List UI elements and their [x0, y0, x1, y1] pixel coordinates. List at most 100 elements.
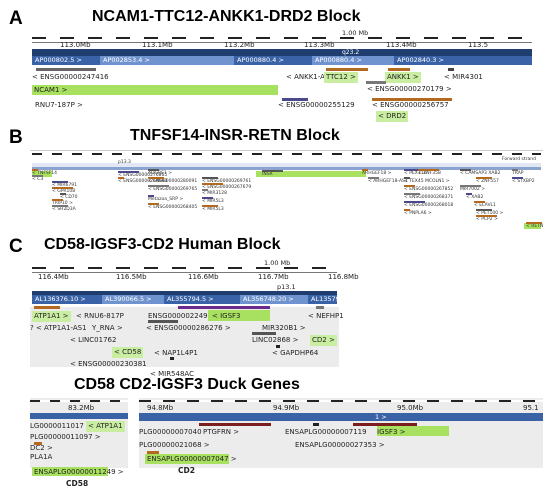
panel-a-scale-label: 1.00 Mb — [342, 29, 369, 37]
panel-c-bar-atp1a1 — [34, 306, 60, 309]
panel-b-gene-label-31: MIR7002 > — [460, 187, 485, 192]
panel-c-gene-cd58: < CD58 — [112, 347, 144, 358]
panel-b-gene-bar-34 — [476, 209, 492, 211]
panel-a-contig-3: AP000880.4 > — [312, 56, 394, 65]
panel-d-right-label-5: ENSAPLG00000027353 > — [295, 441, 385, 449]
panel-c-gene-igsf3: < IGSF3 — [212, 312, 241, 320]
panel-c-scale-bar — [32, 267, 337, 269]
panel-d-right-tick-1: 94.9Mb — [273, 404, 300, 412]
panel-b-gene-bar-11 — [148, 185, 169, 187]
panel-c-gene-nap1l4p1: < NAP1L4P1 — [154, 349, 198, 357]
panel-b-highlight-insr — [256, 171, 366, 177]
panel-b-gene-label-20: ARHGEF18 > — [362, 171, 392, 176]
panel-a-bar-ens256757 — [372, 98, 452, 101]
panel-b-gene-label-5: TRIP10 > — [52, 201, 73, 206]
panel-b-gene-bar-0 — [32, 169, 38, 171]
panel-b-gene-label-36: TRAP — [512, 171, 524, 176]
panel-a-gene-drd2: < DRD2 — [376, 111, 409, 122]
panel-b-gene-label-28: < PNPLA6 > — [404, 211, 432, 216]
panel-b-letter: B — [9, 127, 23, 148]
panel-d-left-label-0: LG0000011017 — [30, 422, 84, 430]
panel-b-gene-bar-19 — [262, 170, 283, 172]
panel-a-contig-4: AP002840.3 > — [394, 56, 532, 65]
panel-d-left-scale-bar — [30, 400, 128, 402]
panel-b-gene-label-16: < MIR3128 — [202, 191, 227, 196]
panel-b-gene-bar-28 — [404, 209, 410, 211]
panel-b-gene-label-14: < ENSG00000269761 — [202, 179, 252, 184]
panel-d-right-tick-3: 95.1 — [523, 404, 539, 412]
panel-c-gene-atp1a1-as1: ? < ATP1A1-AS1 — [30, 324, 87, 332]
panel-b-gene-label-21: < ARHGEF18-AS1 — [368, 179, 408, 184]
panel-d-right-label-1: PTGFRN > — [203, 428, 240, 436]
panel-c-contig-4: AL135798 — [308, 295, 337, 304]
panel-b-gene-bar-22 — [404, 169, 420, 171]
panel-b-gene-label-25: < ENSG00000267852 — [404, 187, 454, 192]
panel-b-gene-bar-36 — [512, 169, 518, 171]
panel-b-gene-label-18: < MIR5L3 — [202, 207, 224, 212]
panel-c-browser: 1.00 Mb 116.4Mb 116.5Mb 116.6Mb 116.7Mb … — [30, 257, 359, 368]
panel-c-band-label: p13.1 — [277, 283, 296, 291]
panel-c-gene-cd2: CD2 > — [310, 335, 337, 346]
panel-a-tick-5: 113.5 — [468, 41, 489, 49]
panel-b-gene-bar-35 — [476, 215, 497, 217]
panel-a-bar-mir4301 — [448, 68, 454, 71]
panel-a-browser: 1.00 Mb 113.0Mb 113.1Mb 113.2Mb 113.3Mb … — [30, 29, 535, 129]
panel-b-gene-bar-26 — [404, 193, 420, 195]
panel-b-gene-label-26: < ENSG00000268371 — [404, 195, 454, 200]
panel-b-gene-bar-25 — [404, 185, 415, 187]
panel-b-gene-bar-1 — [32, 175, 43, 177]
panel-b-gene-label-34: < PET100 > — [476, 211, 504, 216]
panel-b-gene-label-23: < ZNF358 — [418, 171, 441, 176]
panel-c-title: CD58-IGSF3-CD2 Human Block — [44, 236, 281, 253]
panel-a-tick-1: 113.1Mb — [142, 41, 173, 49]
panel-b-gene-label-32: < XAB2 — [466, 195, 484, 200]
panel-a-contig-1: AP002853.4 > — [100, 56, 234, 65]
panel-c-gene-ens230381: < ENSG00000230381 — [70, 360, 147, 368]
panel-c-gene-yrna: Y_RNA > — [92, 324, 123, 332]
panel-b-gene-label-19: INSR — [262, 172, 273, 177]
panel-b-gene-label-22: < PEX11G — [404, 171, 428, 176]
panel-c-tick-0: 116.4Mb — [38, 273, 69, 281]
panel-b-gene-label-17: < MIR5L3 — [202, 199, 224, 204]
panel-d-right-bar-igsf3 — [353, 423, 417, 426]
panel-b-gene-label-0: < TNFSF14 — [32, 171, 57, 176]
panel-b-gene-bar-31 — [460, 185, 481, 187]
panel-d-right-bar-cd2 — [313, 423, 319, 426]
panel-c-gene-gapdhp64: < GAPDHP64 — [272, 349, 319, 357]
panel-c-bar-nefhp1 — [316, 306, 324, 309]
panel-a-bar-ens270179 — [366, 81, 386, 84]
panel-c-gene-mir320b1: MIR320B1 > — [262, 324, 306, 332]
panel-d-right-scale-bar — [139, 400, 543, 402]
panel-b-gene-bar-27 — [404, 201, 425, 203]
panel-a-gene-ankk1: ANKK1 > — [385, 72, 421, 83]
panel-b-gene-bar-37 — [512, 177, 523, 179]
panel-b-gene-bar-3 — [52, 187, 73, 189]
panel-a-gene-ankk1-as1: < ANKK1-AS1 — [286, 73, 334, 81]
panel-c-bar-gapdhp64 — [276, 345, 280, 348]
panel-c-contig-0: AL136376.10 > — [32, 295, 102, 304]
panel-c-bar-ens286276 — [148, 320, 178, 323]
panel-b-gene-bar-30 — [476, 177, 492, 179]
panel-b-gene-label-35: < PCP2 > — [476, 217, 498, 222]
panel-a-contig-2: AP000880.4 > — [234, 56, 312, 65]
panel-d-right-label-2: ENSAPLG00000007119 — [285, 428, 367, 436]
panel-b-gene-label-2: < MIR6791 — [52, 183, 77, 188]
panel-b-gene-bar-6 — [52, 205, 68, 207]
panel-b-browser: Forward strand p13.3 < TNFSF14 < C3 < MIR6… — [30, 150, 543, 229]
panel-c-highlight-igsf3 — [208, 310, 270, 321]
panel-b-gene-label-13: < ENSG00000268405 — [148, 205, 198, 210]
panel-b-gene-label-4: < CD70 — [60, 195, 78, 200]
panel-a-gene-mir4301: < MIR4301 — [444, 73, 483, 81]
panel-a-gene-ens270179: < ENSG00000270179 > — [367, 85, 452, 93]
panel-c-tick-4: 116.8Mb — [328, 273, 359, 281]
panel-d-left-bar-0 — [34, 442, 42, 445]
panel-a-bar-ttc12 — [326, 68, 368, 71]
panel-b-gene-bar-24 — [404, 177, 410, 179]
panel-d-left-band — [30, 413, 128, 419]
panel-a-bar-ens247416 — [36, 68, 96, 71]
panel-b-chrom-band — [32, 163, 541, 167]
panel-b-gene-bar-10 — [148, 177, 164, 179]
panel-b-gene-bar-12 — [148, 195, 154, 197]
panel-c-ruler — [32, 272, 337, 273]
panel-b-gene-label-1: < C3 — [32, 177, 44, 182]
